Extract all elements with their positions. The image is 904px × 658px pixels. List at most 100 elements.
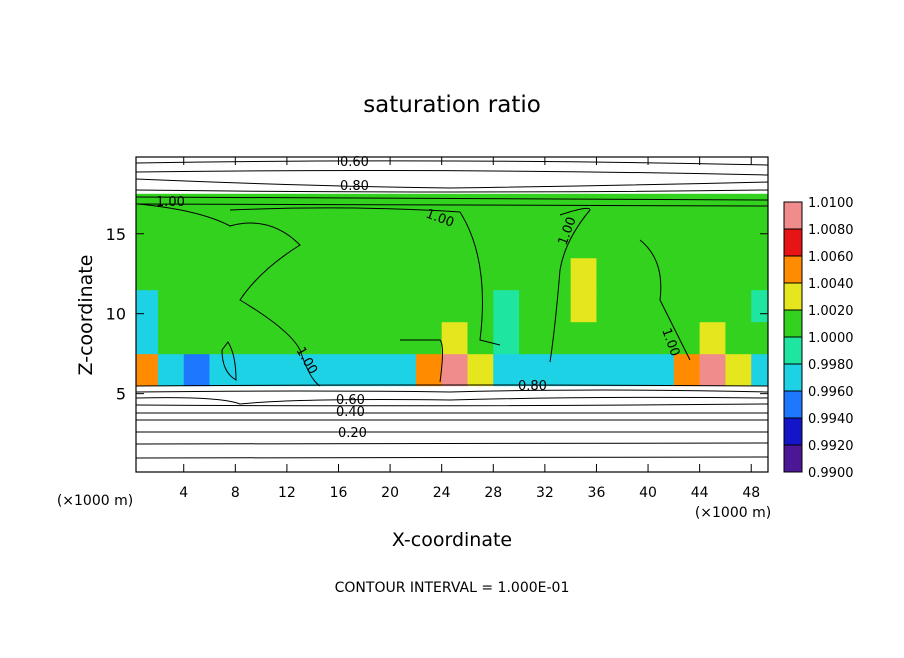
colorbar-tick-label: 1.0060 — [808, 250, 854, 265]
y-tick-label: 5 — [116, 385, 126, 404]
field-cell — [209, 289, 236, 323]
field-cell — [699, 289, 726, 323]
field-cell — [751, 193, 768, 227]
x-tick-label: 36 — [588, 485, 606, 501]
field-cell — [136, 257, 159, 291]
field-cell — [570, 257, 597, 291]
field-cell — [673, 289, 701, 323]
field-cell — [493, 321, 520, 355]
field-cell — [338, 321, 365, 355]
field-cell — [415, 257, 443, 291]
field-cell — [183, 257, 211, 291]
field-cell — [622, 257, 649, 291]
field-cell — [338, 225, 365, 259]
field-cell — [544, 353, 572, 387]
field-cell — [415, 225, 443, 259]
y-tick-label: 15 — [106, 225, 126, 244]
colorbar-tick-label: 0.9980 — [808, 358, 854, 373]
field-cell — [699, 257, 726, 291]
field-cell — [751, 353, 768, 387]
field-cell — [441, 193, 468, 227]
colorbar-band — [784, 364, 802, 391]
field-cell — [235, 289, 262, 323]
field-cell — [157, 257, 185, 291]
field-cell — [570, 353, 597, 387]
plot-frame — [135, 156, 769, 473]
field-cell — [286, 225, 314, 259]
field-cell — [312, 193, 339, 227]
field-cell — [519, 257, 546, 291]
colorbar: 0.9900 0.9920 0.9940 0.9960 0.9980 1.0000 1.00… — [783, 196, 854, 481]
field-cell — [136, 321, 159, 355]
field-cell — [673, 257, 701, 291]
contour-lines — [135, 160, 769, 459]
field-cell — [570, 289, 597, 323]
field-cell — [261, 257, 288, 291]
field-cell — [467, 353, 494, 387]
field-cell — [441, 289, 468, 323]
x-tick-label: 20 — [381, 485, 399, 501]
field-cell — [261, 193, 288, 227]
field-cell — [312, 353, 339, 387]
field-cell — [261, 353, 288, 387]
field-cell — [596, 225, 623, 259]
field-cell — [364, 257, 391, 291]
colorbar-tick-label: 1.0000 — [808, 331, 854, 346]
y-tick-label: 10 — [106, 305, 126, 324]
field-cell — [519, 321, 546, 355]
field-cell — [544, 257, 572, 291]
x-tick-label: 24 — [433, 485, 451, 501]
field-cell — [157, 353, 185, 387]
field-cell — [441, 353, 468, 387]
field-cell — [415, 289, 443, 323]
field-cell — [390, 353, 417, 387]
field-cell — [519, 225, 546, 259]
x-tick-label: 28 — [484, 485, 502, 501]
field-cell — [390, 289, 417, 323]
field-cell — [183, 225, 211, 259]
x-tick-label: 44 — [691, 485, 709, 501]
field-cell — [136, 193, 159, 227]
contour-label: 0.60 — [340, 155, 369, 170]
field-cell — [235, 321, 262, 355]
field-cell — [312, 225, 339, 259]
contour-label: 0.40 — [336, 405, 365, 420]
field-cell — [338, 289, 365, 323]
field-cell — [725, 193, 752, 227]
field-cell — [390, 225, 417, 259]
colorbar-band — [784, 229, 802, 256]
field-cell — [570, 321, 597, 355]
x-axis-label: X-coordinate — [392, 529, 512, 551]
field-cell — [209, 257, 236, 291]
x-tick-label: 48 — [742, 485, 760, 501]
field-cell — [648, 289, 675, 323]
field-cell — [312, 321, 339, 355]
colorbar-tick-label: 0.9940 — [808, 412, 854, 427]
field-cell — [751, 257, 768, 291]
field-cell — [725, 289, 752, 323]
field-cell — [596, 193, 623, 227]
field-cell — [364, 321, 391, 355]
field-cell — [648, 321, 675, 355]
field-cell — [493, 353, 520, 387]
field-cell — [519, 289, 546, 323]
colorbar-band — [784, 283, 802, 310]
field-cell — [183, 193, 211, 227]
field-cell — [673, 321, 701, 355]
footnote: CONTOUR INTERVAL = 1.000E-01 — [335, 580, 570, 596]
field-cell — [183, 289, 211, 323]
field-cell — [338, 257, 365, 291]
field-cell — [390, 257, 417, 291]
field-cell — [338, 193, 365, 227]
field-cell — [364, 289, 391, 323]
x-tick-label: 40 — [639, 485, 657, 501]
colorbar-tick-label: 1.0040 — [808, 277, 854, 292]
field-cell — [415, 353, 443, 387]
field-cell — [157, 289, 185, 323]
x-unit: (×1000 m) — [695, 505, 771, 521]
field-cell — [261, 289, 288, 323]
field-cell — [467, 289, 494, 323]
y-unit: (×1000 m) — [57, 493, 133, 509]
